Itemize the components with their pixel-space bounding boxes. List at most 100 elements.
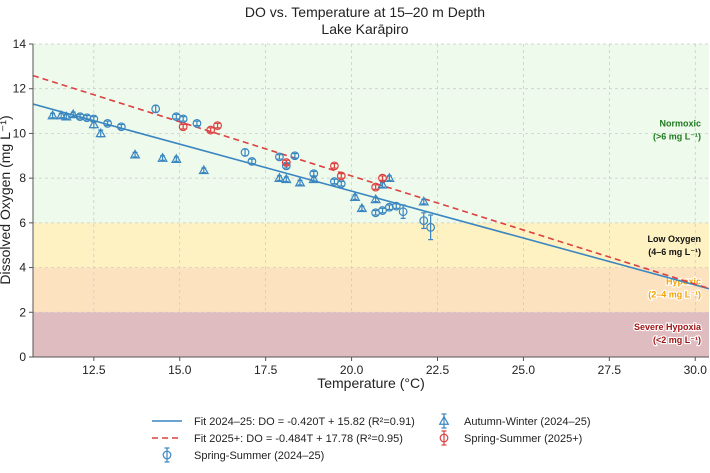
data-point bbox=[55, 110, 67, 120]
data-point bbox=[206, 125, 216, 135]
x-tick-label: 25.0 bbox=[512, 363, 536, 377]
x-tick-label: 30.0 bbox=[684, 363, 708, 377]
zone-label-normoxic: Normoxic bbox=[659, 119, 701, 129]
x-tick-label: 22.5 bbox=[426, 363, 450, 377]
x-tick-label: 12.5 bbox=[82, 363, 106, 377]
marker-triangle bbox=[384, 172, 395, 182]
marker-triangle bbox=[88, 118, 100, 129]
data-point bbox=[67, 108, 79, 119]
chart-title: DO vs. Temperature at 15–20 m Depth bbox=[245, 4, 485, 20]
data-point bbox=[47, 110, 58, 120]
data-point bbox=[247, 156, 257, 166]
data-point bbox=[116, 122, 126, 132]
marker-triangle bbox=[356, 202, 368, 213]
data-point bbox=[426, 222, 436, 232]
zone-labels: Normoxic (>6 mg L⁻¹) Low Oxygen (4–6 mg L⁻¹… bbox=[633, 119, 703, 347]
marker-triangle bbox=[308, 173, 320, 184]
marker-circle bbox=[391, 201, 401, 211]
marker-circle bbox=[247, 156, 257, 166]
data-point bbox=[378, 173, 387, 183]
marker-circle bbox=[82, 113, 92, 123]
data-point bbox=[170, 153, 182, 163]
data-point bbox=[88, 118, 100, 129]
zones bbox=[33, 44, 709, 357]
data-point bbox=[308, 173, 320, 184]
marker-triangle bbox=[170, 153, 182, 163]
data-point bbox=[240, 148, 250, 157]
marker-circle bbox=[240, 148, 250, 157]
data-points bbox=[47, 104, 436, 241]
data-point bbox=[384, 172, 395, 182]
marker-triangle bbox=[377, 179, 388, 189]
data-point bbox=[384, 202, 394, 212]
marker-circle bbox=[378, 173, 387, 183]
marker-triangle bbox=[274, 172, 285, 182]
data-point bbox=[274, 172, 285, 182]
x-tick-label: 15.0 bbox=[168, 363, 192, 377]
y-tick-label: 10 bbox=[13, 126, 27, 140]
zone-severe-hypoxia bbox=[33, 312, 709, 357]
marker-circle bbox=[329, 161, 339, 171]
marker-circle bbox=[213, 121, 222, 131]
data-point bbox=[213, 121, 222, 131]
y-tick-label: 0 bbox=[19, 350, 26, 364]
axes: 12.5 15.0 17.5 20.0 22.5 25.0 27.5 30.0 0 2 4 6 8 10 1… bbox=[13, 37, 709, 377]
y-tick-label: 6 bbox=[19, 216, 26, 230]
legend-label: Spring-Summer (2025+) bbox=[464, 433, 582, 445]
marker-circle bbox=[378, 206, 387, 215]
grid bbox=[33, 43, 709, 358]
marker-circle bbox=[371, 182, 381, 192]
data-point bbox=[151, 104, 161, 114]
marker-circle bbox=[336, 171, 346, 181]
data-point bbox=[281, 158, 291, 167]
zone-label-hypoxic: (2–4 mg L⁻¹) bbox=[648, 289, 701, 299]
y-tick-label: 12 bbox=[13, 82, 27, 96]
data-point bbox=[103, 118, 112, 128]
zone-label-severe-hypoxia: Severe Hypoxia bbox=[634, 322, 702, 332]
legend-swatch-autumn-winter-2024-25 bbox=[438, 415, 450, 425]
x-tick-label: 27.5 bbox=[598, 363, 622, 377]
data-point bbox=[129, 149, 141, 159]
marker-circle bbox=[281, 158, 291, 167]
y-tick-label: 8 bbox=[19, 171, 26, 185]
fit-2024-25-line bbox=[33, 103, 709, 290]
marker-triangle bbox=[95, 127, 107, 138]
data-point bbox=[275, 152, 284, 162]
data-point bbox=[398, 207, 408, 217]
zone-label-normoxic: (>6 mg L⁻¹) bbox=[653, 132, 701, 142]
data-point bbox=[329, 161, 339, 171]
marker-triangle bbox=[47, 110, 58, 120]
legend-swatch-spring-summer-2025plus bbox=[439, 433, 449, 443]
legend-swatch-spring-summer-2024-25 bbox=[162, 450, 172, 460]
data-point bbox=[61, 111, 72, 121]
marker-triangle bbox=[294, 177, 306, 187]
data-point bbox=[280, 173, 292, 184]
marker-circle bbox=[151, 104, 161, 114]
fit-2025plus-line bbox=[33, 74, 709, 290]
marker-circle bbox=[419, 216, 429, 226]
marker-triangle bbox=[61, 111, 72, 121]
data-point bbox=[356, 202, 368, 213]
marker-circle bbox=[178, 122, 188, 132]
fit-lines bbox=[33, 74, 709, 290]
marker-triangle bbox=[418, 196, 430, 206]
marker-circle bbox=[192, 118, 202, 128]
marker-circle bbox=[439, 433, 449, 443]
y-axis-label: Dissolved Oxygen (mg L⁻¹) bbox=[0, 115, 13, 284]
zone-hypoxic bbox=[33, 267, 709, 313]
zone-low-oxygen bbox=[33, 222, 709, 268]
data-point bbox=[290, 151, 300, 161]
marker-triangle bbox=[157, 152, 168, 162]
y-tick-label: 2 bbox=[19, 305, 26, 319]
marker-circle bbox=[116, 122, 126, 132]
zone-label-low-oxygen: Low Oxygen bbox=[647, 234, 701, 244]
data-point bbox=[198, 164, 210, 175]
marker-triangle bbox=[198, 164, 210, 175]
zone-label-low-oxygen: (4–6 mg L⁻¹) bbox=[648, 247, 701, 257]
data-point bbox=[178, 122, 188, 132]
data-point bbox=[419, 216, 429, 226]
marker-triangle bbox=[349, 191, 361, 201]
marker-triangle bbox=[370, 193, 381, 204]
marker-circle bbox=[290, 151, 300, 161]
zone-label-severe-hypoxia: (<2 mg L⁻¹) bbox=[653, 335, 701, 345]
